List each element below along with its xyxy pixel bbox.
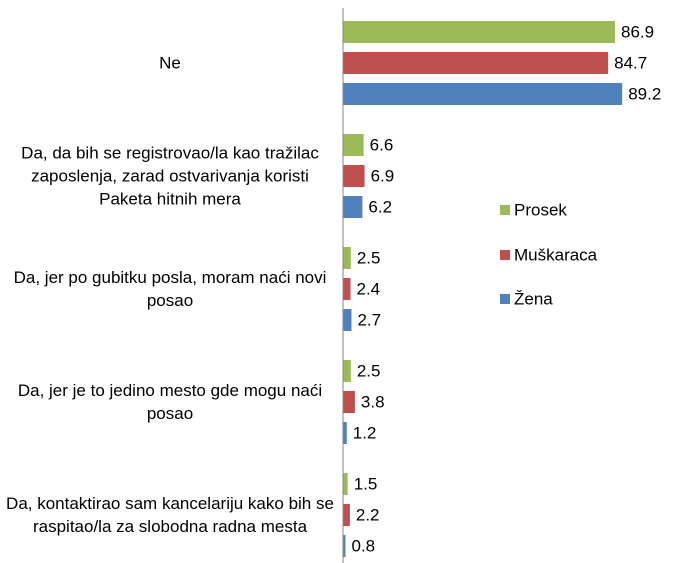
bar <box>343 391 355 413</box>
category-label: Da, jer po gubitku posla, moram naći nov… <box>13 268 327 310</box>
legend-label: Prosek <box>514 200 567 219</box>
bar <box>343 247 351 269</box>
value-label: 2.7 <box>357 310 381 329</box>
bar <box>343 165 365 187</box>
value-label: 3.8 <box>361 392 385 411</box>
category-label: Da, da bih se registrovao/la kao tražila… <box>21 143 319 209</box>
value-label: 6.6 <box>370 135 394 154</box>
bar <box>343 309 352 331</box>
legend-swatch <box>500 294 510 304</box>
bar <box>343 473 348 495</box>
bar <box>343 360 351 382</box>
value-label: 1.5 <box>354 474 378 493</box>
bar <box>343 278 351 300</box>
value-label: 0.8 <box>352 536 376 555</box>
value-label: 6.9 <box>371 166 395 185</box>
legend-swatch <box>500 205 510 215</box>
legend-label: Žena <box>514 289 553 308</box>
bar <box>343 422 347 444</box>
bar <box>343 83 623 105</box>
legend-swatch <box>500 250 510 260</box>
category-label: Da, kontaktirao sam kancelariju kako bih… <box>6 494 334 536</box>
value-label: 86.9 <box>621 22 654 41</box>
value-label: 2.5 <box>357 361 381 380</box>
bar <box>343 196 363 218</box>
category-label: Da, jer je to jedino mesto gde mogu naći… <box>17 381 323 423</box>
bar <box>343 21 615 43</box>
value-label: 89.2 <box>628 84 661 103</box>
bar <box>343 52 609 74</box>
value-label: 1.2 <box>353 423 377 442</box>
bar <box>343 535 346 557</box>
category-label: Ne <box>159 53 181 73</box>
value-label: 6.2 <box>368 197 392 216</box>
value-label: 2.5 <box>357 248 381 267</box>
value-label: 84.7 <box>614 53 647 72</box>
bar <box>343 504 350 526</box>
bar <box>343 134 364 156</box>
value-label: 2.4 <box>357 279 381 298</box>
value-label: 2.2 <box>356 505 380 524</box>
legend-label: Muškaraca <box>514 245 598 264</box>
